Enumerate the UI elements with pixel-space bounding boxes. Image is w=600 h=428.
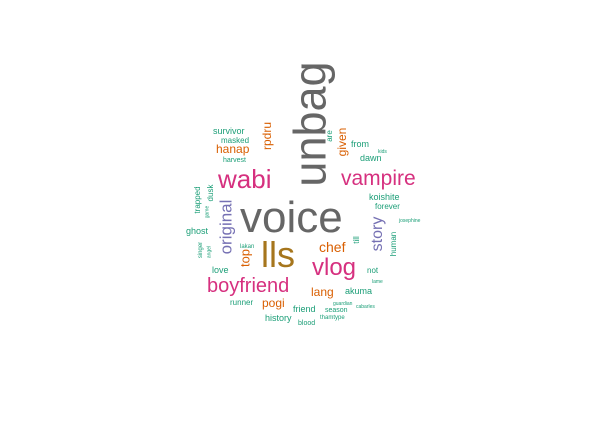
word: masked [221, 136, 250, 145]
word: runner [230, 298, 254, 307]
word: blood [298, 320, 316, 327]
word: vampire [341, 167, 416, 190]
word: thamtype [320, 315, 345, 321]
word: singer [198, 241, 204, 259]
word: lame [372, 279, 383, 285]
word: given [335, 127, 349, 157]
word: lang [311, 285, 334, 299]
word: top [237, 248, 253, 268]
word: voice [240, 193, 343, 242]
word: kids [378, 149, 387, 155]
word: rpdru [260, 121, 274, 151]
word: original [216, 199, 236, 255]
word: game [204, 205, 211, 219]
word: not [367, 266, 379, 275]
word: human [389, 231, 398, 257]
word: chef [319, 239, 346, 255]
word: lls [261, 234, 295, 275]
word: wabi [218, 164, 272, 194]
word: vlog [312, 254, 357, 281]
word: from [351, 139, 369, 149]
word: survivor [213, 126, 245, 136]
word: dawn [360, 153, 382, 163]
word: trapped [193, 186, 202, 214]
word: dusk [206, 184, 215, 202]
word: unbag [284, 61, 336, 187]
word: forever [375, 202, 400, 211]
word: ghost [186, 226, 209, 236]
word: history [265, 313, 292, 323]
word: friend [293, 304, 316, 314]
word: season [325, 307, 348, 314]
word: lakan [240, 244, 255, 250]
word: angel [206, 245, 213, 259]
word: josephine [399, 218, 421, 224]
word: boyfriend [207, 275, 290, 297]
word: love [212, 265, 229, 275]
word: cabarles [356, 304, 375, 310]
word: story [369, 216, 386, 252]
word: koishite [369, 192, 400, 202]
word: akuma [345, 286, 373, 296]
word: hanap [216, 142, 250, 156]
word: harvest [223, 157, 246, 164]
word: till [352, 236, 361, 244]
word: are [325, 130, 334, 142]
word: guardian [333, 301, 353, 307]
word: pogi [262, 296, 285, 310]
